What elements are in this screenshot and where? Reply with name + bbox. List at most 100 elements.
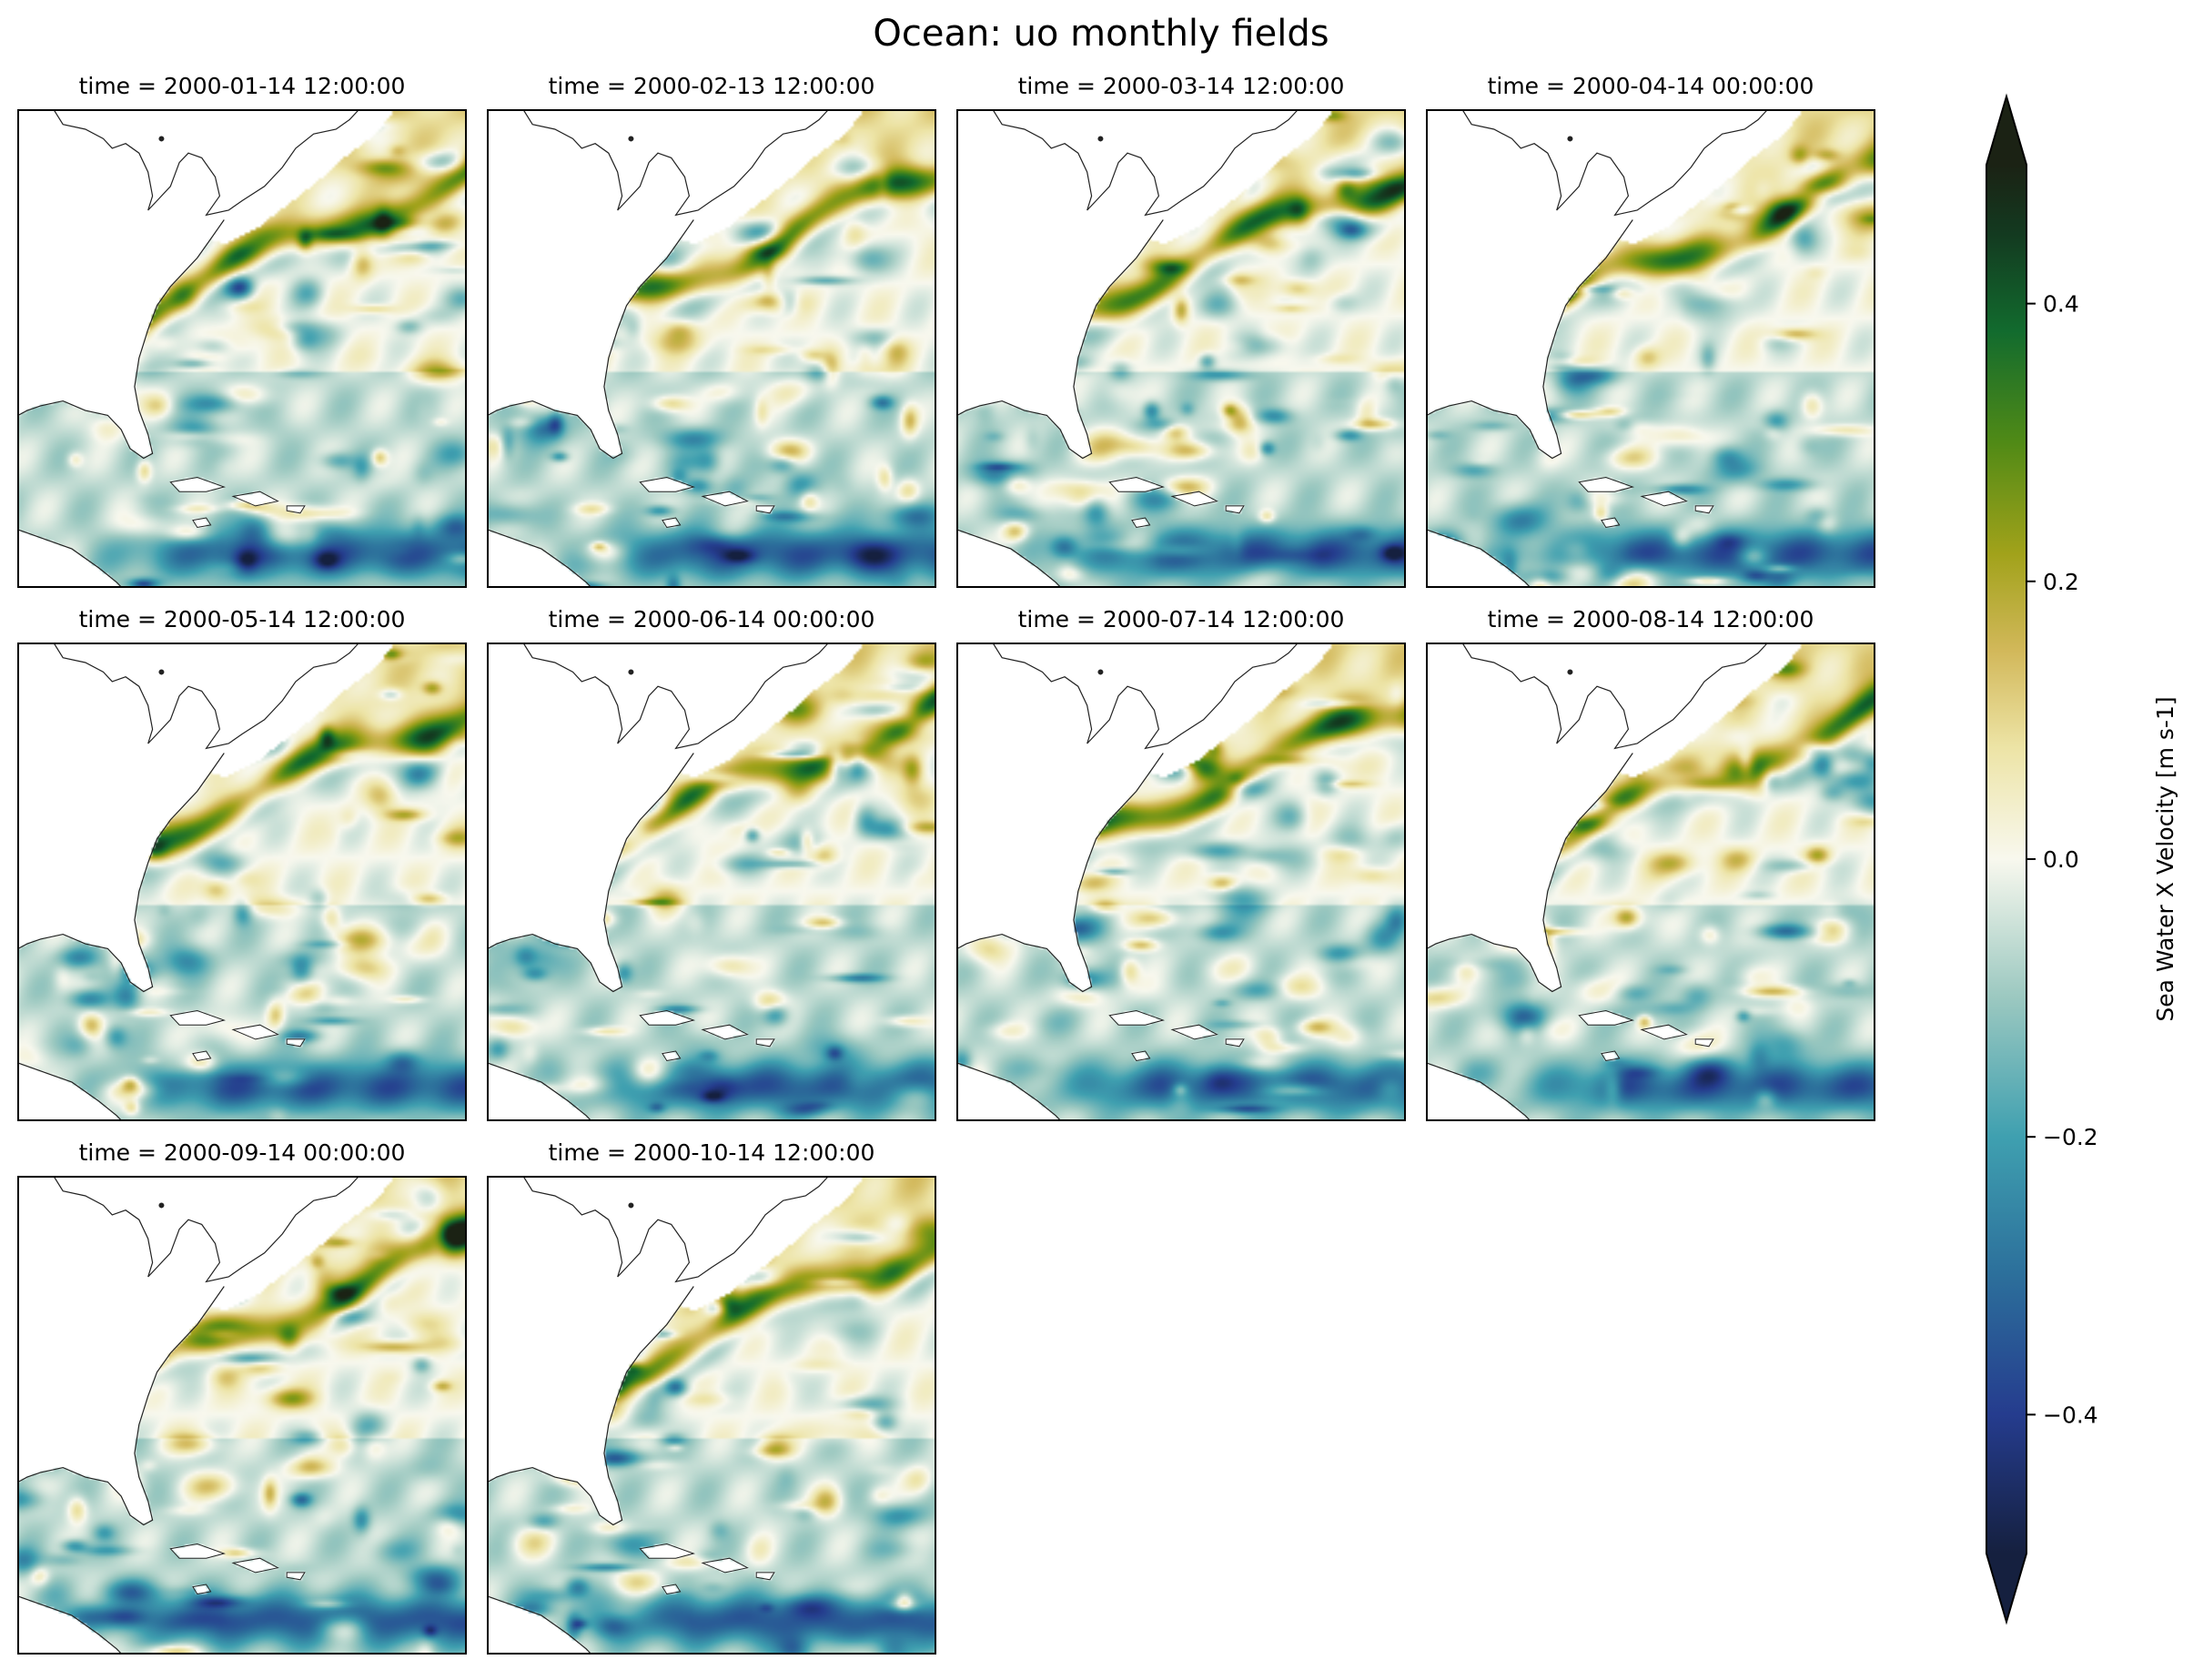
island-outline	[701, 491, 749, 507]
island-outline	[639, 1543, 695, 1559]
island-outline	[1694, 505, 1714, 514]
figure-title: Ocean: uo monthly fields	[873, 13, 1329, 55]
panel-title: time = 2000-07-14 12:00:00	[1018, 606, 1345, 633]
coastline	[17, 219, 225, 460]
coastline	[17, 529, 122, 588]
panel-frame	[17, 643, 467, 1121]
lake-marker	[628, 1202, 634, 1209]
velocity-field	[1427, 110, 1875, 587]
island-outline	[662, 1584, 682, 1595]
island-outline	[286, 505, 306, 514]
colorbar: 0.4 0.2 0.0 −0.2 −0.4 Sea Water X Velocity [m…	[1986, 93, 2178, 1625]
colorbar-tick-label: 0.0	[2043, 846, 2079, 873]
island-outline	[1225, 1038, 1245, 1047]
panel-title: time = 2000-06-14 00:00:00	[549, 606, 875, 633]
velocity-field	[488, 1177, 935, 1654]
lake-marker	[158, 136, 165, 142]
colorbar-extend-min	[1986, 1553, 2026, 1622]
lake-marker	[628, 669, 634, 675]
lake-marker	[1097, 669, 1104, 675]
island-outline	[169, 1009, 226, 1026]
coastline	[522, 1176, 829, 1283]
coastline	[487, 1595, 591, 1655]
island-outline	[1578, 1009, 1634, 1026]
coastline	[956, 753, 1164, 993]
panel-title: time = 2000-04-14 00:00:00	[1488, 73, 1814, 99]
coastline	[956, 219, 1164, 460]
velocity-field	[957, 643, 1405, 1120]
coastline	[992, 109, 1299, 217]
panel-frame	[487, 643, 936, 1121]
panel-title: time = 2000-01-14 12:00:00	[79, 73, 406, 99]
island-outline	[1640, 1024, 1688, 1040]
map-panel: time = 2000-08-14 12:00:00	[1426, 606, 1875, 1121]
colorbar-tick-label: 0.2	[2043, 569, 2079, 595]
lake-marker	[158, 1202, 165, 1209]
coastline	[1461, 643, 1768, 750]
panel-title: time = 2000-05-14 12:00:00	[79, 606, 406, 633]
island-outline	[286, 1572, 306, 1581]
island-outline	[755, 505, 775, 514]
lake-marker	[1567, 136, 1573, 142]
velocity-field	[18, 1177, 466, 1654]
map-panel: time = 2000-09-14 00:00:00	[17, 1139, 467, 1655]
coastline	[487, 1286, 694, 1526]
island-outline	[639, 1009, 695, 1026]
velocity-field	[1427, 643, 1875, 1120]
lake-marker	[1567, 669, 1573, 675]
coastline	[956, 529, 1061, 588]
coastline	[522, 643, 829, 750]
island-outline	[1640, 491, 1688, 507]
island-outline	[231, 491, 279, 507]
island-outline	[192, 517, 212, 529]
island-outline	[231, 1024, 279, 1040]
map-panel: time = 2000-03-14 12:00:00	[956, 73, 1406, 588]
island-outline	[662, 517, 682, 529]
panel-title: time = 2000-02-13 12:00:00	[549, 73, 875, 99]
lake-marker	[158, 669, 165, 675]
coastline	[53, 109, 359, 217]
coastline	[956, 1062, 1061, 1121]
map-panel: time = 2000-10-14 12:00:00	[487, 1139, 936, 1655]
island-outline	[1170, 1024, 1218, 1040]
island-outline	[1131, 517, 1151, 529]
map-panel: time = 2000-02-13 12:00:00	[487, 73, 936, 588]
colorbar-tick-label: −0.2	[2043, 1124, 2098, 1150]
coastline	[1426, 753, 1633, 993]
island-outline	[1108, 476, 1165, 492]
colorbar-tick-label: −0.4	[2043, 1402, 2098, 1428]
velocity-field	[18, 110, 466, 587]
coastline	[487, 219, 694, 460]
panel-frame	[956, 643, 1406, 1121]
map-panel: time = 2000-06-14 00:00:00	[487, 606, 936, 1121]
coastline	[53, 1176, 359, 1283]
panel-title: time = 2000-10-14 12:00:00	[549, 1139, 875, 1166]
colorbar-outline	[1986, 93, 2027, 1625]
velocity-field	[488, 110, 935, 587]
colorbar-label: Sea Water X Velocity [m s-1]	[2152, 696, 2178, 1021]
island-outline	[1131, 1050, 1151, 1062]
colorbar-tick-label: 0.4	[2043, 291, 2079, 318]
island-outline	[231, 1557, 279, 1574]
velocity-field	[18, 643, 466, 1120]
coastline	[1426, 219, 1633, 460]
panel-grid: time = 2000-01-14 12:00:00 time = 2000-02…	[17, 73, 1875, 1655]
velocity-field	[488, 643, 935, 1120]
coastline	[17, 1595, 122, 1655]
lake-marker	[1097, 136, 1104, 142]
panel-frame	[1426, 109, 1875, 588]
island-outline	[192, 1050, 212, 1062]
panel-frame	[17, 1176, 467, 1655]
map-panel: time = 2000-04-14 00:00:00	[1426, 73, 1875, 588]
panel-title: time = 2000-03-14 12:00:00	[1018, 73, 1345, 99]
coastline	[53, 643, 359, 750]
island-outline	[701, 1024, 749, 1040]
coastline	[487, 1062, 591, 1121]
island-outline	[1601, 1050, 1621, 1062]
colorbar-gradient	[1986, 165, 2026, 1553]
map-panel: time = 2000-01-14 12:00:00	[17, 73, 467, 588]
island-outline	[1601, 517, 1621, 529]
panel-frame	[956, 109, 1406, 588]
island-outline	[192, 1584, 212, 1595]
